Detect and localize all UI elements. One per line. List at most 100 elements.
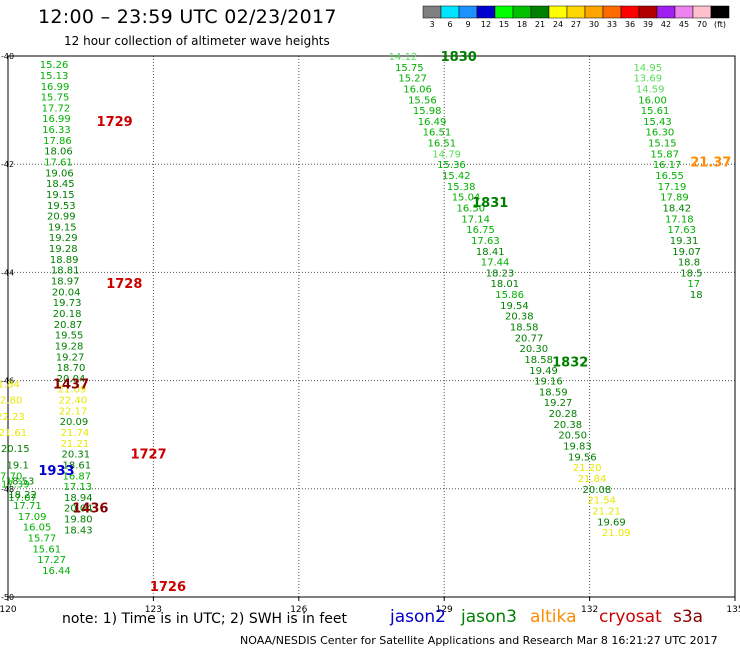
data-point-label: 19.54: [500, 301, 529, 312]
data-point-label: 15.75: [41, 93, 70, 104]
data-point-label: 17.63: [471, 236, 500, 247]
data-point-label: 15.36: [437, 160, 466, 171]
data-point-label: 18.43: [64, 525, 93, 536]
data-point-label: 19.28: [55, 341, 84, 352]
legend-tick-label: 70: [697, 20, 707, 29]
pass-time-label: 1726: [150, 580, 186, 595]
data-point-label: 15.26: [40, 60, 69, 71]
data-point-label: 20.87: [54, 320, 83, 331]
mission-jason3: jason3: [461, 607, 517, 627]
data-point-label: 15.42: [442, 171, 471, 182]
data-point-label: 14.79: [432, 149, 461, 160]
x-tick-label: 126: [290, 605, 307, 615]
data-point-label: 21.20: [573, 463, 602, 474]
chart-labels: 1830 1729 21.37 1831 1728 1832 1437 1727 1933 143…: [38, 50, 731, 595]
pass-time-label: 1832: [552, 356, 588, 371]
data-point-label: 18.53: [6, 477, 35, 488]
legend-tick-label: 39: [643, 20, 653, 29]
legend-swatch: [494, 5, 514, 19]
legend-swatch: [422, 5, 442, 19]
data-point-label: 18.94: [64, 493, 93, 504]
footer-note: note: 1) Time is in UTC; 2) SWH is in fe…: [62, 611, 348, 627]
data-point-label: 20.18: [53, 309, 82, 320]
data-point-label: 18.5: [680, 268, 702, 279]
legend-tick-label: 6: [447, 20, 452, 29]
data-point-label: 21.21: [61, 439, 90, 450]
legend-swatch: [602, 5, 622, 19]
data-point-label: 18.22: [8, 490, 37, 501]
data-point-label: 15.75: [395, 63, 424, 74]
y-tick-label: -50: [1, 593, 14, 602]
data-point-label: 17.13: [63, 482, 92, 493]
data-point-label: 22.23: [0, 412, 25, 423]
data-point-label: 17.09: [18, 512, 47, 523]
legend-swatch: [674, 5, 694, 19]
data-point-label: 21.09: [602, 528, 631, 539]
legend-unit: (ft): [714, 20, 726, 29]
page-subtitle: 12 hour collection of altimeter wave hei…: [64, 34, 330, 48]
y-tick-label: -42: [1, 160, 14, 169]
data-point-label: 14.59: [636, 84, 665, 95]
data-point-label: 18.41: [476, 247, 505, 258]
mission-altika: altika: [530, 607, 577, 627]
data-point-label: 15.87: [650, 149, 679, 160]
data-point-label: 19.29: [49, 233, 78, 244]
data-point-label: 15.56: [408, 95, 437, 106]
x-tick-label: 129: [436, 605, 453, 615]
data-point-label: 18.06: [44, 147, 73, 158]
data-point-label: 17.61: [44, 157, 73, 168]
legend-tick-label: 27: [571, 20, 581, 29]
x-tick-label: 123: [145, 605, 162, 615]
data-point-label: 19.83: [563, 442, 592, 453]
data-point-label: 20.38: [553, 420, 582, 431]
data-point-label: 17.70: [0, 471, 22, 482]
data-point-label: 21.61: [0, 428, 27, 439]
data-point-label: 16.44: [42, 566, 71, 577]
legend-tick-label: 9: [465, 20, 470, 29]
data-point-label: 20.08: [583, 485, 612, 496]
pass-time-label: 1729: [97, 115, 133, 130]
legend-tick-label: 18: [517, 20, 527, 29]
pass-time-label: 1933: [38, 464, 74, 479]
legend-tick-label: 42: [661, 20, 671, 29]
legend-tick-label: 12: [481, 20, 491, 29]
data-point-label: 17.71: [13, 501, 42, 512]
data-point-label: 16.17: [653, 160, 682, 171]
data-point-label: 14.95: [633, 63, 662, 74]
data-point-label: 16.05: [23, 523, 52, 534]
data-point-label: 16.33: [42, 125, 71, 136]
data-point-label: 21.84: [578, 474, 607, 485]
data-point-label: 22.17: [59, 406, 88, 417]
page-title: 12:00 – 23:59 UTC 02/23/2017: [38, 6, 337, 28]
legend-swatch: [656, 5, 676, 19]
legend-tick-label: 15: [499, 20, 509, 29]
legend-swatch: [548, 5, 568, 19]
mission-jason2: jason2: [390, 607, 446, 627]
data-point-label: 19.56: [568, 452, 597, 463]
data-point-label: 18.23: [486, 268, 515, 279]
data-point-label: 18.59: [539, 387, 568, 398]
data-point-label: 19.69: [597, 517, 626, 528]
legend-swatch: [476, 5, 496, 19]
data-point-label: 15.77: [28, 533, 57, 544]
legend-swatch: [530, 5, 550, 19]
data-point-label: 17.19: [658, 182, 687, 193]
data-point-label: 15.43: [643, 117, 672, 128]
data-point-label: 17: [687, 279, 700, 290]
data-point-label: 19.15: [48, 222, 77, 233]
data-point-label: 20.15: [1, 444, 30, 455]
legend-swatch: [584, 5, 604, 19]
data-point-label: 22.40: [59, 396, 88, 407]
data-point-label: 19.55: [55, 331, 84, 342]
data-point-label: 15.61: [641, 106, 670, 117]
legend-swatch: [440, 5, 460, 19]
pass-time-label: 1727: [130, 448, 166, 463]
data-point-label: 16.55: [655, 171, 684, 182]
data-point-label: 15.61: [32, 544, 61, 555]
data-point-label: 20.99: [47, 212, 76, 223]
data-point-label: 19.07: [672, 247, 701, 258]
data-point-label: 20.04: [57, 374, 86, 385]
legend-tick-label: 45: [679, 20, 689, 29]
data-point-label: 17.44: [481, 258, 510, 269]
